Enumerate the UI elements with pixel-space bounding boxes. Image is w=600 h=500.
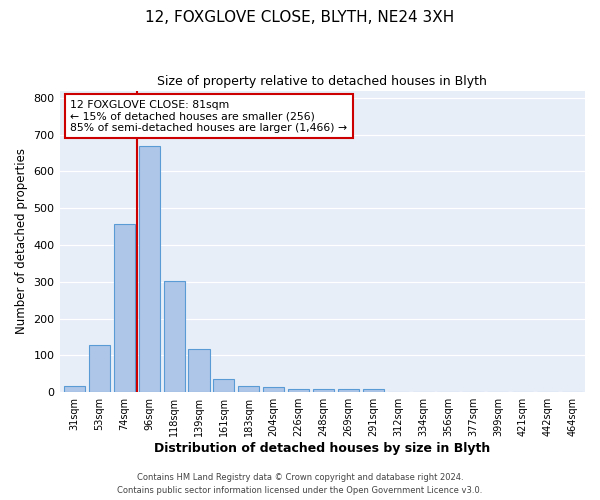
Bar xyxy=(238,386,259,392)
Bar xyxy=(139,146,160,392)
Bar xyxy=(313,390,334,392)
Bar xyxy=(164,281,185,392)
Bar xyxy=(263,387,284,392)
Bar xyxy=(363,388,384,392)
Bar xyxy=(288,390,309,392)
Bar xyxy=(64,386,85,392)
Bar xyxy=(214,380,235,392)
Text: 12, FOXGLOVE CLOSE, BLYTH, NE24 3XH: 12, FOXGLOVE CLOSE, BLYTH, NE24 3XH xyxy=(145,10,455,25)
Text: 12 FOXGLOVE CLOSE: 81sqm
← 15% of detached houses are smaller (256)
85% of semi-: 12 FOXGLOVE CLOSE: 81sqm ← 15% of detach… xyxy=(70,100,347,133)
Text: Contains HM Land Registry data © Crown copyright and database right 2024.
Contai: Contains HM Land Registry data © Crown c… xyxy=(118,474,482,495)
Bar xyxy=(114,224,135,392)
Bar xyxy=(338,390,359,392)
Y-axis label: Number of detached properties: Number of detached properties xyxy=(15,148,28,334)
Title: Size of property relative to detached houses in Blyth: Size of property relative to detached ho… xyxy=(157,75,487,88)
X-axis label: Distribution of detached houses by size in Blyth: Distribution of detached houses by size … xyxy=(154,442,490,455)
Bar xyxy=(188,349,209,392)
Bar xyxy=(89,345,110,392)
